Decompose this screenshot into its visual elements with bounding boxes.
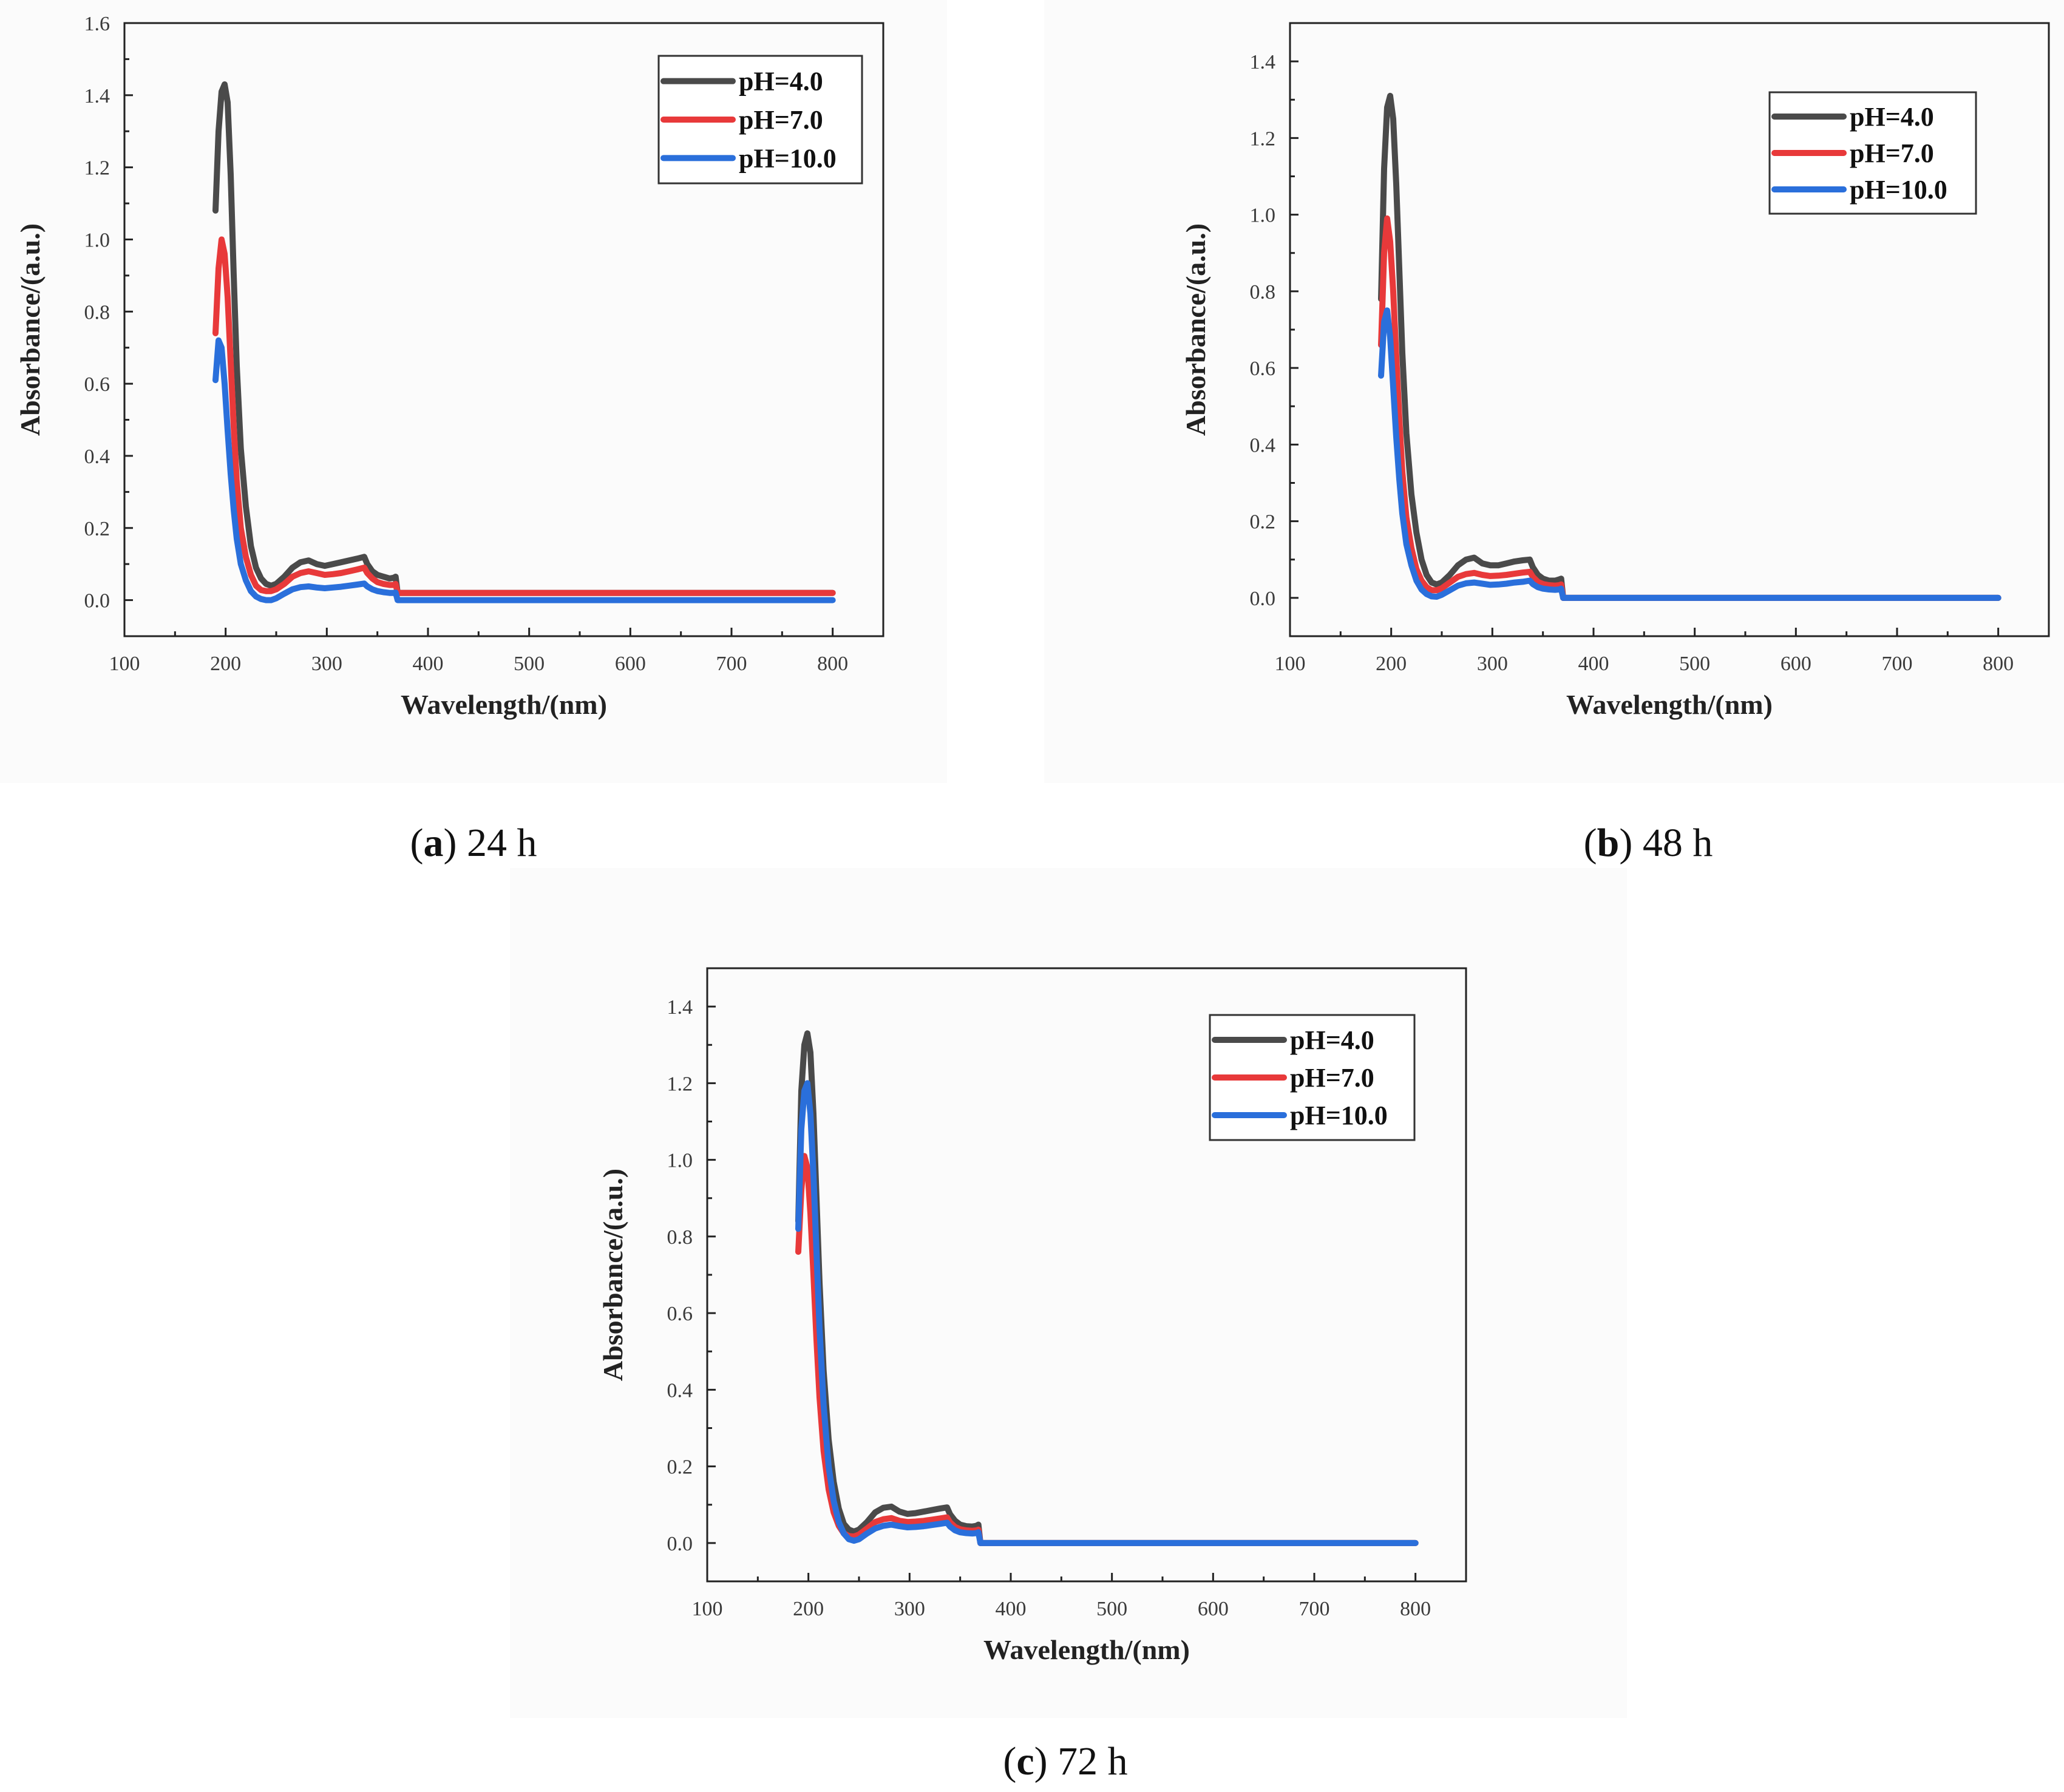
chart-panel-b: 100 200 300 400 500 600 700 800 0.0 0.2 0.4 0.6 0.8 1… bbox=[1044, 0, 2064, 783]
panel-caption: (b) 48 h bbox=[1584, 821, 1713, 865]
legend-label: pH=4.0 bbox=[1290, 1025, 1374, 1055]
x-tick-label: 200 bbox=[210, 653, 241, 675]
legend-label: pH=7.0 bbox=[1850, 138, 1934, 168]
caption-text: 24 h bbox=[457, 821, 537, 865]
x-tick-label: 200 bbox=[793, 1598, 824, 1620]
series-line-ph-7-0 bbox=[212, 236, 836, 596]
x-tick-label: 100 bbox=[692, 1598, 723, 1620]
y-tick-label: 1.0 bbox=[1250, 205, 1276, 227]
caption-open: ( bbox=[410, 821, 424, 865]
x-tick-label: 700 bbox=[1882, 653, 1913, 675]
caption-open: ( bbox=[1584, 821, 1597, 865]
plot-frame bbox=[123, 22, 884, 637]
y-tick-label: 1.4 bbox=[667, 996, 693, 1019]
y-axis-title: Absorbance/(a.u.) bbox=[1180, 223, 1211, 436]
series-line-ph-10-0 bbox=[795, 1080, 1419, 1546]
y-tick-label: 0.0 bbox=[667, 1533, 693, 1555]
y-axis-title: Absorbance/(a.u.) bbox=[597, 1169, 628, 1381]
caption-close: ) bbox=[1619, 821, 1632, 865]
x-tick-label: 800 bbox=[1400, 1598, 1431, 1620]
legend: pH=4.0 pH=7.0 pH=10.0 bbox=[657, 55, 863, 185]
caption-letter: a bbox=[424, 821, 444, 865]
x-tick-label: 300 bbox=[311, 653, 342, 675]
caption-text: 72 h bbox=[1048, 1739, 1128, 1784]
y-axis-title: Absorbance/(a.u.) bbox=[15, 223, 46, 436]
x-tick-label: 400 bbox=[413, 653, 444, 675]
legend-label: pH=7.0 bbox=[1290, 1063, 1374, 1093]
legend-label: pH=10.0 bbox=[1290, 1101, 1388, 1130]
legend-label: pH=4.0 bbox=[739, 67, 823, 97]
series-line-ph-10-0 bbox=[212, 337, 836, 603]
y-tick-label: 1.2 bbox=[84, 157, 110, 180]
x-axis-title: Wavelength/(nm) bbox=[1566, 689, 1773, 720]
y-tick-label: 0.8 bbox=[84, 301, 110, 324]
series-line-ph-4-0 bbox=[1378, 92, 2001, 601]
y-tick-label: 0.0 bbox=[84, 590, 110, 613]
x-tick-label: 800 bbox=[1983, 653, 2014, 675]
y-tick-label: 1.2 bbox=[667, 1073, 693, 1095]
y-tick-label: 0.8 bbox=[667, 1226, 693, 1249]
x-axis-title: Wavelength/(nm) bbox=[401, 689, 607, 720]
x-tick-label: 600 bbox=[1198, 1598, 1229, 1620]
y-tick-label: 0.0 bbox=[1250, 588, 1276, 610]
y-tick-label: 1.6 bbox=[84, 13, 110, 35]
x-tick-label: 400 bbox=[996, 1598, 1027, 1620]
y-tick-label: 1.0 bbox=[667, 1150, 693, 1172]
y-tick-label: 1.4 bbox=[84, 85, 110, 107]
x-tick-label: 700 bbox=[1299, 1598, 1330, 1620]
y-tick-label: 0.4 bbox=[84, 446, 110, 468]
caption-close: ) bbox=[444, 821, 457, 865]
panel-caption: (c) 72 h bbox=[1003, 1739, 1127, 1784]
series-group bbox=[1378, 92, 2001, 601]
x-tick-label: 500 bbox=[514, 653, 545, 675]
x-tick-label: 100 bbox=[1275, 653, 1306, 675]
caption-text: 48 h bbox=[1632, 821, 1713, 865]
series-group bbox=[212, 81, 836, 603]
y-tick-label: 0.2 bbox=[1250, 511, 1276, 534]
y-tick-label: 1.4 bbox=[1250, 51, 1276, 73]
caption-letter: c bbox=[1016, 1739, 1034, 1784]
legend-label: pH=7.0 bbox=[739, 105, 823, 135]
x-tick-label: 700 bbox=[716, 653, 747, 675]
x-tick-label: 300 bbox=[1477, 653, 1508, 675]
x-tick-label: 400 bbox=[1578, 653, 1609, 675]
x-tick-label: 500 bbox=[1096, 1598, 1127, 1620]
y-tick-label: 1.0 bbox=[84, 229, 110, 251]
chart-panel-a: 100 200 300 400 500 600 700 800 0.0 0.2 0.4 0.6 0.8 1… bbox=[0, 0, 947, 783]
x-tick-label: 200 bbox=[1376, 653, 1407, 675]
x-tick-label: 500 bbox=[1679, 653, 1710, 675]
series-group bbox=[795, 1030, 1419, 1546]
y-tick-label: 1.2 bbox=[1250, 127, 1276, 150]
y-tick-label: 0.2 bbox=[667, 1456, 693, 1479]
y-tick-label: 0.4 bbox=[1250, 434, 1276, 456]
series-line-ph-4-0 bbox=[212, 81, 836, 596]
series-line-ph-10-0 bbox=[1378, 307, 2001, 601]
x-axis-title: Wavelength/(nm) bbox=[983, 1634, 1190, 1665]
legend-label: pH=10.0 bbox=[739, 143, 837, 173]
chart-panel-c: 100 200 300 400 500 600 700 800 0.0 0.2 0.4 0.6 0.8 1… bbox=[510, 868, 1627, 1718]
y-tick-label: 0.8 bbox=[1250, 281, 1276, 304]
x-tick-label: 600 bbox=[1781, 653, 1811, 675]
y-tick-label: 0.4 bbox=[667, 1379, 693, 1402]
y-tick-label: 0.6 bbox=[667, 1303, 693, 1325]
panel-caption: (a) 24 h bbox=[410, 821, 537, 865]
caption-open: ( bbox=[1003, 1739, 1016, 1784]
panel-background bbox=[510, 868, 1627, 1718]
x-tick-label: 100 bbox=[109, 653, 140, 675]
x-tick-label: 300 bbox=[894, 1598, 925, 1620]
series-line-ph-7-0 bbox=[1378, 215, 2001, 601]
x-tick-label: 800 bbox=[817, 653, 848, 675]
y-tick-label: 0.6 bbox=[1250, 358, 1276, 380]
y-tick-label: 0.6 bbox=[84, 373, 110, 396]
caption-letter: b bbox=[1597, 821, 1620, 865]
legend: pH=4.0 pH=7.0 pH=10.0 bbox=[1768, 91, 1977, 215]
legend-label: pH=10.0 bbox=[1850, 175, 1947, 205]
legend-label: pH=4.0 bbox=[1850, 102, 1934, 132]
x-tick-label: 600 bbox=[615, 653, 646, 675]
y-tick-label: 0.2 bbox=[84, 518, 110, 540]
legend: pH=4.0 pH=7.0 pH=10.0 bbox=[1209, 1014, 1416, 1141]
caption-close: ) bbox=[1034, 1739, 1048, 1784]
